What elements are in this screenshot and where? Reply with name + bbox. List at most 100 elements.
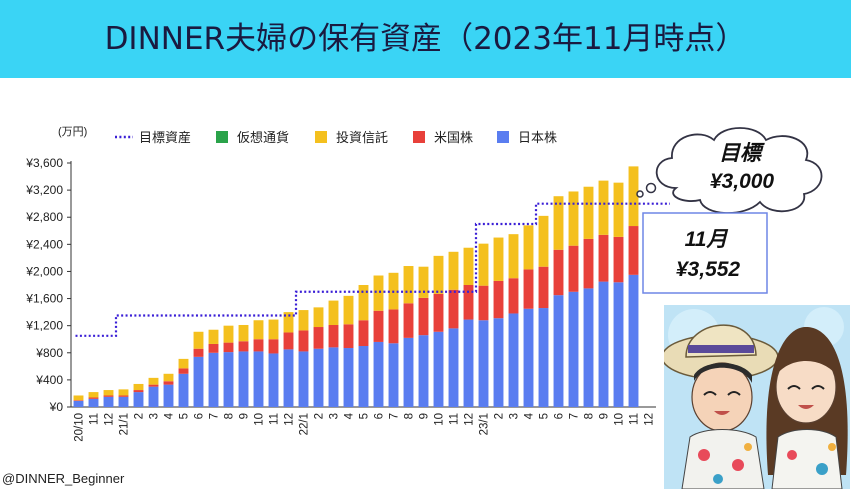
bar-segment <box>418 297 429 336</box>
bar-segment <box>268 339 279 354</box>
bar-segment <box>223 325 234 343</box>
bar-segment <box>328 347 339 407</box>
bar-segment <box>103 390 114 396</box>
x-tick-label: 2 <box>494 413 506 419</box>
legend-label: 投資信託 <box>336 130 388 145</box>
goal-line <box>75 202 670 337</box>
x-tick-label: 21/1 <box>119 413 131 435</box>
x-tick-label: 3 <box>149 413 161 419</box>
bar-segment <box>403 337 414 407</box>
y-tick-label: ¥400 <box>35 373 63 387</box>
x-tick-label: 10 <box>434 413 446 426</box>
bar-segment <box>568 291 579 407</box>
bar-segment <box>553 249 564 296</box>
page-title: DINNER夫婦の保有資産（2023年11月時点） <box>104 21 747 57</box>
bar-segment <box>178 368 189 374</box>
y-tick-label: ¥800 <box>35 346 63 360</box>
x-tick-label: 5 <box>179 413 191 419</box>
x-tick-label: 11 <box>449 413 461 425</box>
bar-segment <box>268 319 279 340</box>
bar-segment <box>463 247 474 285</box>
bar-segment <box>148 386 159 407</box>
author-credit: @DINNER_Beginner <box>2 471 125 486</box>
x-tick-label: 3 <box>329 413 341 419</box>
y-tick-label: ¥1,200 <box>25 319 63 333</box>
x-tick-label: 2 <box>134 413 146 419</box>
x-tick-label: 4 <box>164 412 176 419</box>
legend-label: 目標資産 <box>139 130 191 145</box>
bar-segment <box>133 383 144 391</box>
x-tick-label: 7 <box>569 413 581 419</box>
bar-segment <box>163 381 174 385</box>
bar-segment <box>208 343 219 353</box>
y-tick-label: ¥2,000 <box>25 264 63 278</box>
x-tick-label: 8 <box>584 413 596 419</box>
x-tick-label: 7 <box>389 413 401 419</box>
bar-segment <box>433 331 444 407</box>
y-tick-label: ¥2,800 <box>25 210 63 224</box>
bar-segment <box>493 318 504 407</box>
bar-segment <box>313 327 324 349</box>
bar-segment <box>403 303 414 338</box>
legend-swatch <box>497 131 509 143</box>
y-tick-label: ¥0 <box>49 400 64 414</box>
bar-segment <box>433 293 444 332</box>
x-tick-label: 5 <box>539 413 551 419</box>
x-tick-label: 9 <box>239 413 251 419</box>
bar-segment <box>523 308 534 407</box>
bar-segment <box>433 255 444 294</box>
bar-segment <box>538 215 549 267</box>
bar-segment <box>598 180 609 235</box>
bar-segment <box>313 348 324 407</box>
x-tick-label: 10 <box>614 413 626 426</box>
bar-segment <box>493 280 504 319</box>
x-tick-label: 4 <box>524 412 536 419</box>
bar-segment <box>553 196 564 250</box>
bar-segment <box>373 275 384 311</box>
bar-segment <box>463 319 474 407</box>
x-tick-label: 7 <box>209 413 221 419</box>
bar-segment <box>148 377 159 385</box>
bar-segment <box>508 313 519 407</box>
y-tick-label: ¥3,600 <box>25 156 63 170</box>
goal-callout-value: ¥3,000 <box>710 170 775 193</box>
legend-label: 日本株 <box>518 130 557 145</box>
bar-segment <box>613 236 624 283</box>
bar-segment <box>163 384 174 407</box>
bar-segment <box>133 390 144 393</box>
bar-segment <box>238 351 249 407</box>
x-tick-label: 8 <box>224 413 236 419</box>
bar-segment <box>568 245 579 292</box>
current-callout: 11月 ¥3,552 <box>642 212 768 294</box>
bar-segment <box>73 400 84 401</box>
bar-segment <box>253 320 264 340</box>
bar-segment <box>538 308 549 407</box>
legend-label: 仮想通貨 <box>237 130 289 145</box>
bar-segment <box>193 356 204 407</box>
bar-segment <box>628 274 639 407</box>
legend-swatch <box>413 131 425 143</box>
bar-segment <box>118 395 129 397</box>
bar-segment <box>253 351 264 407</box>
bar-segment <box>313 307 324 328</box>
bar-segment <box>88 397 99 399</box>
bar-segment <box>358 346 369 407</box>
bar-segment <box>583 288 594 407</box>
x-tick-label: 12 <box>104 413 116 426</box>
bar-segment <box>328 300 339 325</box>
bar-segment <box>163 373 174 382</box>
legend-swatch <box>315 131 327 143</box>
bar-segment <box>283 312 294 333</box>
x-tick-label: 12 <box>464 413 476 426</box>
x-tick-label: 12 <box>644 413 656 426</box>
bar-segment <box>178 373 189 407</box>
bar-segment <box>478 285 489 321</box>
bar-segment <box>118 389 129 396</box>
bar-segment <box>373 310 384 342</box>
bar-segment <box>328 324 339 348</box>
bar-segment <box>298 351 309 407</box>
bar-segment <box>283 349 294 407</box>
bar-segment <box>478 320 489 407</box>
bar-segment <box>148 384 159 387</box>
bar-segment <box>223 352 234 407</box>
